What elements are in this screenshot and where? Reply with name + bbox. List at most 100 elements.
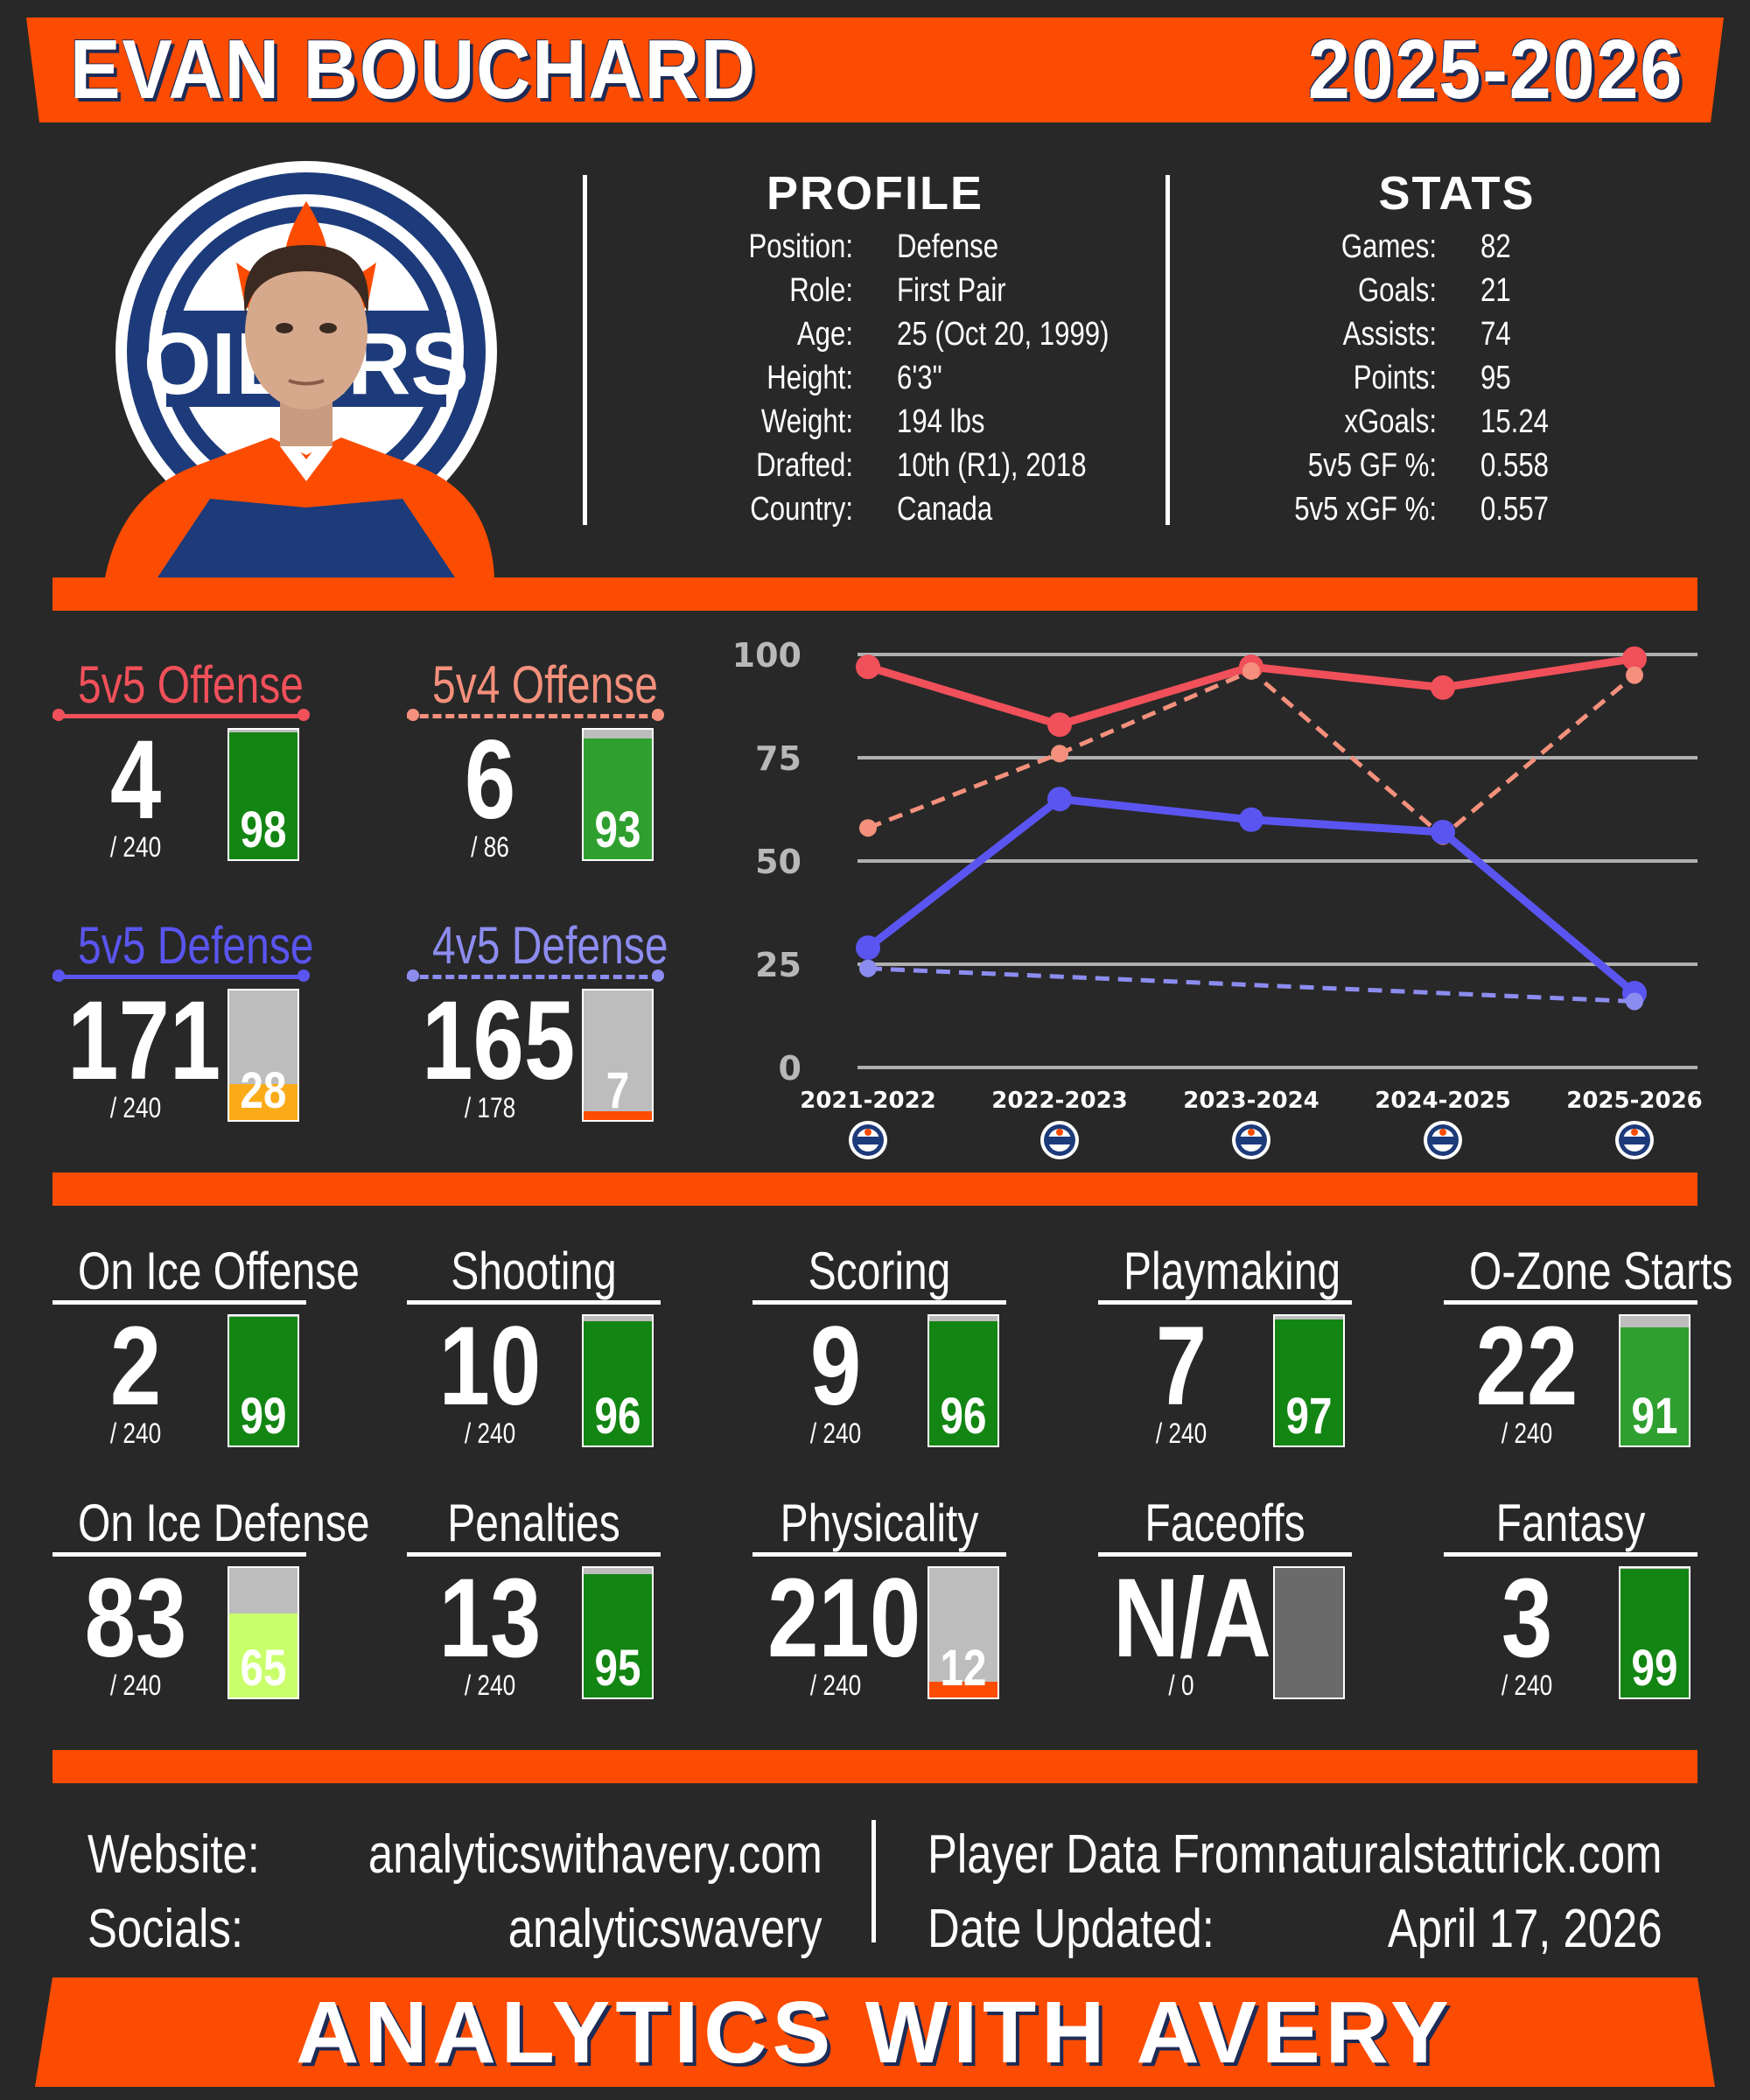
metric-title: Penalties bbox=[447, 1494, 620, 1552]
metric-rank: 13 bbox=[438, 1556, 542, 1681]
metric-rank: 83 bbox=[84, 1556, 187, 1681]
info-value: Canada bbox=[897, 491, 993, 528]
metric-rank: 210 bbox=[767, 1556, 921, 1681]
metric-total: / 240 bbox=[109, 1670, 162, 1701]
data-point bbox=[1431, 675, 1455, 700]
legend-dot bbox=[298, 709, 310, 721]
metric-card: 5v4 Offense 6/ 86 93 bbox=[407, 656, 664, 884]
data-source-link[interactable]: naturalstattrick.com bbox=[1277, 1824, 1662, 1885]
metric-rank: 2 bbox=[109, 1304, 162, 1429]
percentile-value: 96 bbox=[940, 1388, 987, 1445]
metric-rank: N/A bbox=[1113, 1556, 1271, 1681]
y-tick-label: 50 bbox=[755, 843, 802, 881]
y-tick-label: 25 bbox=[755, 946, 802, 984]
data-point bbox=[1239, 807, 1264, 832]
stats-title: STATS bbox=[1378, 167, 1536, 220]
metric-underline bbox=[52, 970, 310, 982]
info-label: Assists: bbox=[1342, 316, 1437, 353]
info-label: Games: bbox=[1340, 228, 1437, 265]
divider bbox=[1166, 175, 1170, 525]
percentile-bar bbox=[1273, 1566, 1345, 1699]
info-value: 15.24 bbox=[1480, 403, 1549, 440]
metric-title: Faceoffs bbox=[1144, 1494, 1306, 1552]
percentile-value: 95 bbox=[594, 1640, 641, 1697]
percentile-value: 99 bbox=[240, 1388, 287, 1445]
info-label: Country: bbox=[750, 491, 853, 528]
percentile-fill bbox=[1275, 1320, 1343, 1446]
info-label: Height: bbox=[766, 360, 853, 396]
percentile-bar: 95 bbox=[582, 1566, 654, 1699]
percentile-fill bbox=[584, 738, 652, 859]
percentile-value: 65 bbox=[240, 1640, 287, 1697]
metric-underline bbox=[407, 709, 664, 721]
info-value: 21 bbox=[1480, 272, 1511, 309]
metric-rank: 9 bbox=[809, 1304, 862, 1429]
metric-title: Shooting bbox=[451, 1242, 617, 1300]
metric-card: Fantasy 3/ 240 99 bbox=[1444, 1494, 1698, 1722]
metric-underline bbox=[752, 1300, 1006, 1305]
metric-total: / 240 bbox=[1501, 1670, 1553, 1701]
metric-underline bbox=[1444, 1300, 1698, 1305]
player-photo bbox=[105, 245, 494, 578]
info-value: 25 (Oct 20, 1999) bbox=[897, 316, 1110, 353]
percentile-fill bbox=[229, 1317, 298, 1446]
socials-handle[interactable]: analyticswavery bbox=[508, 1899, 822, 1959]
info-value: 0.557 bbox=[1480, 491, 1549, 528]
header-banner: EVAN BOUCHARD 2025-2026 bbox=[0, 18, 1750, 122]
percentile-bar: 97 bbox=[1273, 1314, 1345, 1447]
legend-dot bbox=[52, 709, 65, 721]
header-shape bbox=[26, 18, 1724, 122]
info-value: 194 lbs bbox=[897, 403, 985, 440]
data-point bbox=[856, 935, 880, 961]
metric-title: Scoring bbox=[808, 1242, 951, 1300]
team-logo-area: OILERS bbox=[105, 158, 508, 578]
metric-title: Physicality bbox=[780, 1494, 979, 1552]
season-label: 2025-2026 bbox=[1307, 23, 1684, 116]
brand-banner-text: ANALYTICS WITH AVERY bbox=[296, 1984, 1454, 2082]
metric-total: / 240 bbox=[109, 831, 162, 863]
percentile-value: 91 bbox=[1631, 1388, 1678, 1445]
metric-card: On Ice Offense 2/ 240 99 bbox=[52, 1242, 360, 1470]
metric-underline bbox=[1444, 1552, 1698, 1557]
metric-total: / 0 bbox=[1168, 1670, 1194, 1701]
percentile-bar: 93 bbox=[582, 728, 654, 861]
percentile-value: 28 bbox=[240, 1062, 287, 1119]
oilers-logo-icon bbox=[1424, 1121, 1462, 1159]
x-tick-label: 2021-2022 bbox=[800, 1088, 936, 1114]
legend-dot bbox=[407, 970, 419, 982]
y-tick-label: 75 bbox=[755, 739, 802, 778]
percentile-fill bbox=[929, 1320, 998, 1446]
percentile-value: 12 bbox=[940, 1640, 987, 1697]
info-label: xGoals: bbox=[1344, 403, 1437, 440]
oilers-logo-icon bbox=[849, 1121, 887, 1159]
percentile-trend-chart: 0 25 50 75 100 2021-2022 2022-2023 2023-2024 202… bbox=[732, 636, 1703, 1159]
info-label: Points: bbox=[1353, 360, 1437, 396]
data-point bbox=[1626, 992, 1643, 1011]
data-point bbox=[856, 654, 880, 680]
metric-underline bbox=[407, 1552, 661, 1557]
percentile-bar: 99 bbox=[228, 1314, 299, 1447]
website-link[interactable]: analyticswithavery.com bbox=[368, 1824, 822, 1885]
metric-underline bbox=[52, 1552, 306, 1557]
metric-title: 4v5 Defense bbox=[432, 916, 668, 975]
data-source-label: Player Data From: bbox=[928, 1824, 1289, 1885]
percentile-fill bbox=[584, 1110, 652, 1120]
footer-banner: ANALYTICS WITH AVERY bbox=[0, 1978, 1750, 2087]
metric-card: Shooting 10/ 240 96 bbox=[407, 1242, 661, 1470]
metric-total: / 240 bbox=[809, 1418, 862, 1449]
metric-title: On Ice Offense bbox=[78, 1242, 360, 1300]
metric-total: / 240 bbox=[464, 1670, 516, 1701]
metric-total: / 86 bbox=[471, 831, 509, 863]
percentile-fill bbox=[929, 1682, 998, 1698]
info-label: 5v5 xGF %: bbox=[1294, 491, 1437, 528]
metric-underline bbox=[1098, 1552, 1352, 1557]
data-point bbox=[859, 959, 877, 977]
percentile-value: 97 bbox=[1285, 1388, 1333, 1445]
legend-dot bbox=[52, 970, 65, 982]
info-value: 10th (R1), 2018 bbox=[897, 447, 1087, 484]
metric-card: Faceoffs N/A/ 0 bbox=[1098, 1494, 1352, 1722]
data-point bbox=[859, 819, 877, 837]
metric-card: Penalties 13/ 240 95 bbox=[407, 1494, 661, 1722]
percentile-fill bbox=[229, 732, 298, 859]
info-label: Position: bbox=[748, 228, 853, 265]
